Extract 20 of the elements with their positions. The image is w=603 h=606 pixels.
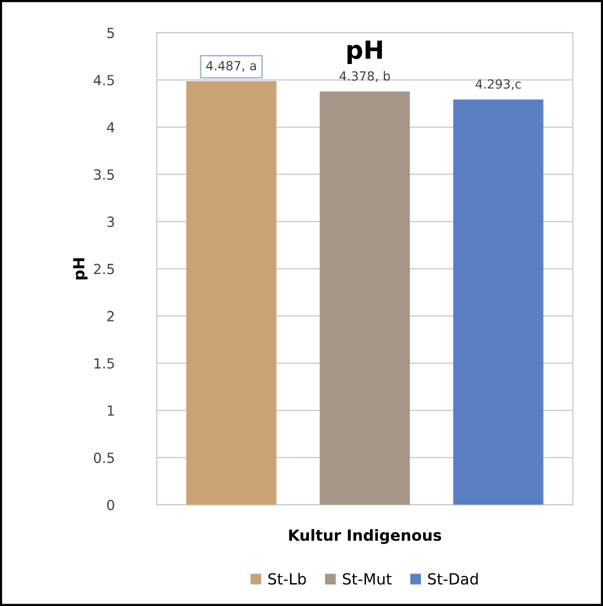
x-axis-title: Kultur Indigenous [289,529,442,544]
y-tick-label: 2.5 [94,264,114,274]
y-axis-title: pH [73,258,88,280]
legend-label: St-Mut [342,573,392,585]
data-label: 4.378, b [340,71,390,82]
legend-label: St-Dad [428,572,478,585]
y-tick-label: 3.5 [94,169,114,180]
y-tick-label: 3 [107,216,114,228]
y-tick-label: 4.5 [94,75,114,86]
y-tick-label: 4 [106,122,114,132]
y-tick-label: 2 [107,310,114,322]
chart-title: pH [348,40,382,64]
y-tick-label: 1.5 [94,358,114,369]
y-tick-label: 5 [107,28,114,38]
y-tick-label: 0 [107,500,114,510]
data-label: 4.487, a [206,60,256,72]
legend-label: St-Lb [268,572,306,585]
y-tick-label: 0.5 [94,452,114,464]
y-tick-label: 1 [108,406,114,416]
data-label: 4.293,c [476,79,521,90]
